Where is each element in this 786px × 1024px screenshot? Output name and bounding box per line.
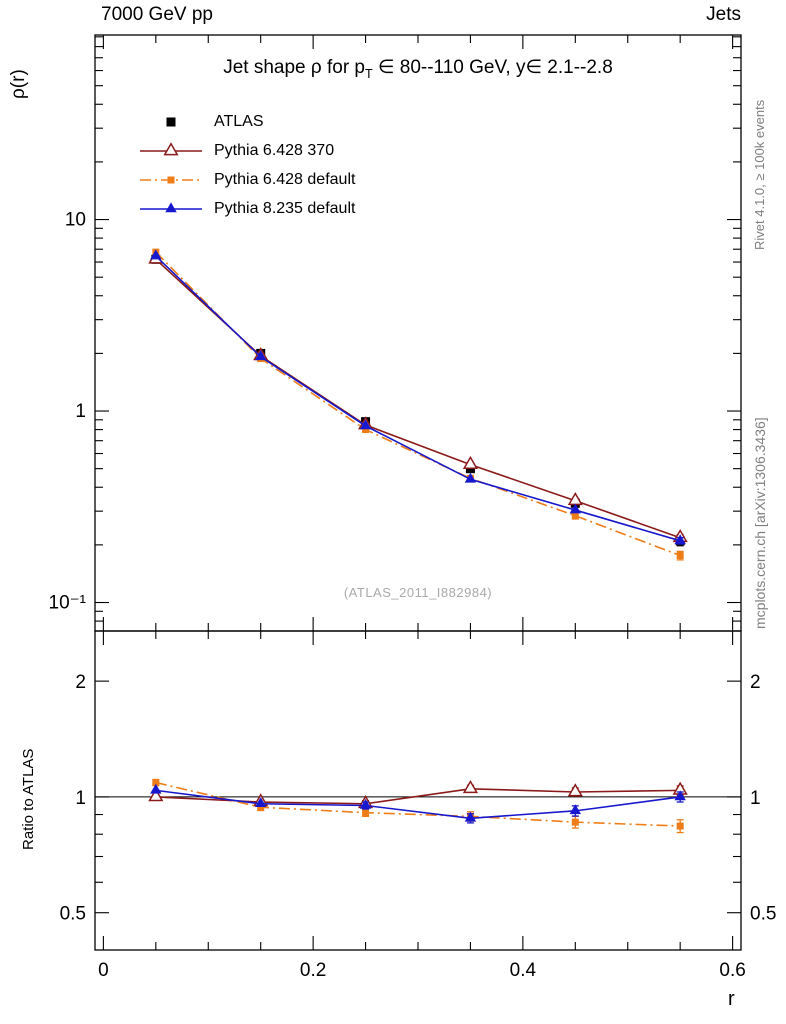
- marker-square-filled: [362, 809, 370, 817]
- plot-title-suffix: ∈ 80--110 GeV, y∈ 2.1--2.8: [372, 57, 613, 78]
- beam-energy-label: 7000 GeV pp: [101, 4, 213, 25]
- series-line: [155, 787, 681, 805]
- marker-square-filled: [362, 426, 370, 434]
- legend-item: Pythia 8.235 default: [138, 199, 355, 219]
- ratio-tick-label-right: 0.5: [750, 904, 776, 925]
- marker-triangle-filled: [150, 783, 162, 794]
- legend-swatch: [166, 117, 176, 127]
- marker-square-filled: [257, 803, 265, 811]
- series-line: [155, 258, 681, 539]
- marker-triangle-open: [148, 788, 164, 802]
- ratio-tick-label-left: 1: [75, 788, 86, 809]
- legend-label: Pythia 6.428 default: [214, 171, 356, 188]
- x-axis-label: r: [728, 988, 735, 1010]
- ratio-tick-label-left: 2: [75, 672, 86, 693]
- marker-triangle-filled: [150, 249, 162, 260]
- marker-square-filled: [571, 818, 579, 826]
- marker-triangle-filled: [165, 202, 177, 213]
- legend-item: Pythia 6.428 370: [138, 141, 355, 161]
- marker-triangle-filled: [359, 798, 372, 809]
- marker-triangle-open: [462, 780, 479, 794]
- mcplots-citation-label: mcplots.cern.ch [arXiv:1306.3436]: [752, 417, 768, 629]
- marker-triangle-filled: [674, 790, 686, 801]
- y-tick-label: 10: [65, 210, 86, 231]
- marker-triangle-filled: [359, 419, 372, 430]
- marker-triangle-open: [462, 455, 479, 469]
- process-label: Jets: [706, 4, 741, 25]
- marker-square-filled: [676, 552, 684, 560]
- legend: ATLAS Pythia 6.428 370 Pythia 6.428 defaul…: [138, 112, 355, 219]
- legend-swatch: [140, 202, 202, 213]
- marker-square-filled: [152, 779, 160, 787]
- plot-title: Jet shape ρ for pT ∈ 80--110 GeV, y∈ 2.1…: [95, 56, 741, 81]
- legend-label: ATLAS: [214, 113, 264, 130]
- x-tick-label: 0: [98, 960, 109, 981]
- x-tick-label: 0.6: [719, 960, 745, 981]
- legend-label: Pythia 8.235 default: [214, 200, 356, 217]
- legend-label: Pythia 6.428 370: [214, 142, 335, 159]
- y-tick-label: 10⁻¹: [49, 593, 87, 614]
- marker-triangle-filled: [254, 350, 267, 361]
- marker-triangle-filled: [464, 472, 477, 483]
- y-tick-label: 1: [75, 401, 86, 422]
- ratio-tick-label-left: 0.5: [60, 904, 86, 925]
- marker-triangle-filled: [254, 797, 267, 808]
- series-line: [155, 255, 681, 542]
- marker-square-filled: [571, 512, 579, 520]
- marker-triangle-filled: [464, 811, 477, 822]
- x-tick-label: 0.2: [300, 960, 326, 981]
- series-line: [155, 781, 681, 827]
- marker-triangle-filled: [674, 534, 686, 545]
- marker-square-filled: [167, 176, 175, 184]
- plot-title-text: Jet shape ρ for p: [223, 57, 365, 78]
- series-line: [155, 789, 681, 820]
- marker-square-filled: [166, 117, 176, 127]
- analysis-id-watermark: (ATLAS_2011_I882984): [343, 585, 493, 600]
- marker-triangle-open: [163, 142, 179, 156]
- ratio-tick-label-right: 1: [750, 788, 761, 809]
- rivet-version-label: Rivet 4.1.0, ≥ 100k events: [752, 99, 767, 250]
- legend-swatch: [140, 176, 202, 184]
- marker-triangle-filled: [569, 503, 582, 514]
- plot-title-subscript: T: [365, 66, 373, 81]
- marker-triangle-open: [567, 783, 583, 797]
- legend-item: Pythia 6.428 default: [138, 170, 355, 190]
- legend-item: ATLAS: [138, 112, 355, 132]
- ratio-tick-label-right: 2: [750, 672, 761, 693]
- x-tick-label: 0.4: [510, 960, 537, 981]
- y-axis-label-top: ρ(r): [8, 69, 29, 99]
- legend-swatch: [140, 142, 202, 156]
- marker-square-filled: [676, 822, 684, 830]
- y-axis-label-ratio: Ratio to ATLAS: [20, 748, 37, 850]
- marker-triangle-filled: [569, 804, 582, 815]
